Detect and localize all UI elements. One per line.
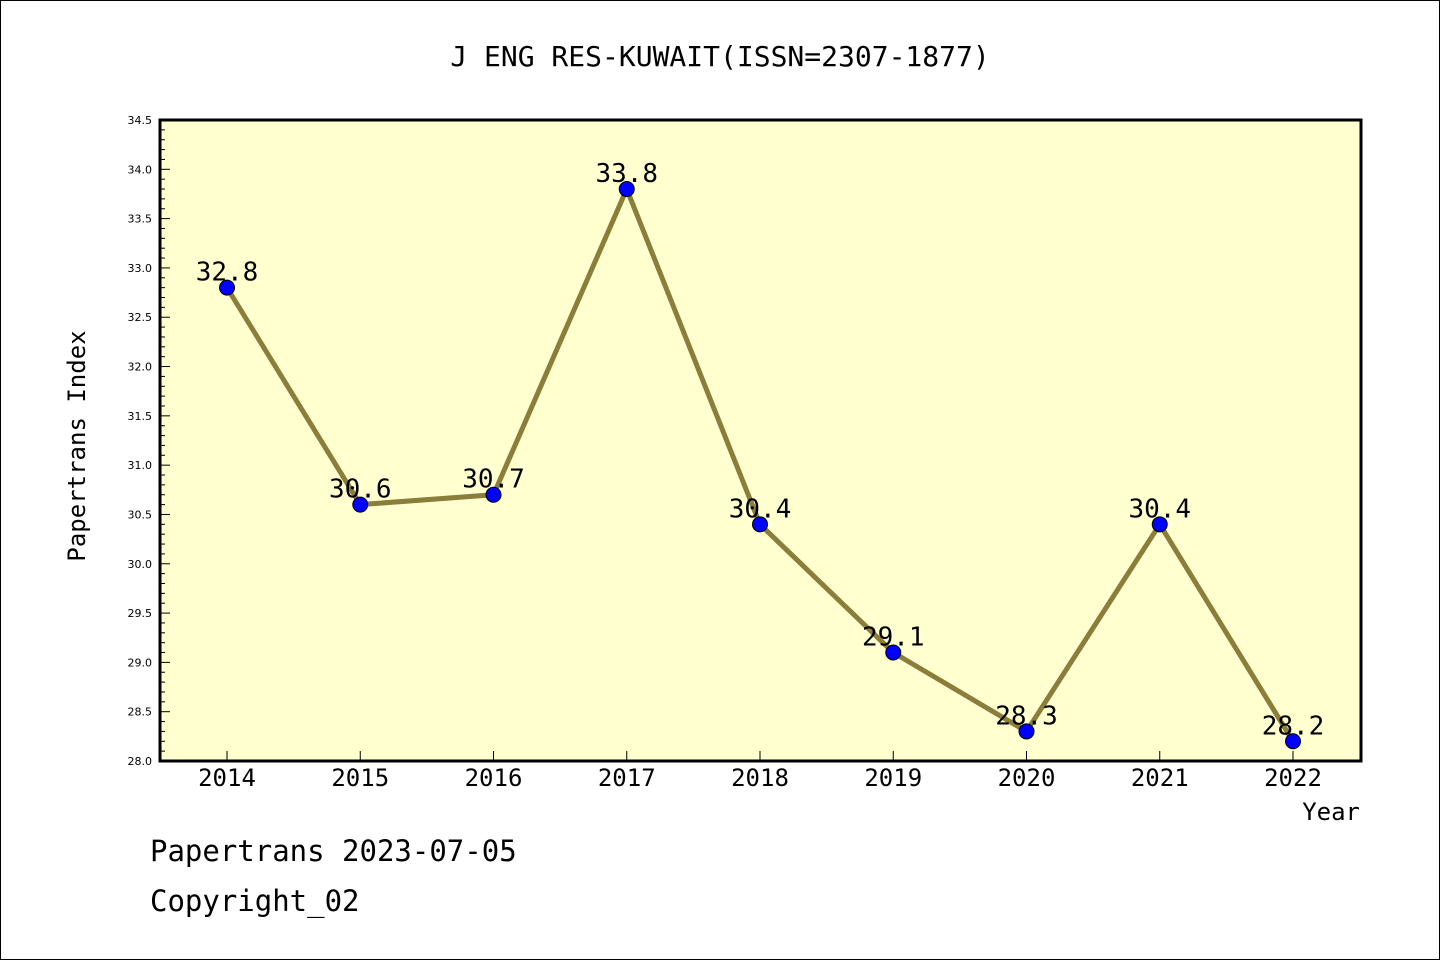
- y-tick-label: 34.5: [128, 114, 153, 127]
- y-axis: 28.0 28.5 29.0 29.5 30.0 30.5 31.0 31.5 32.0 32.5…: [128, 114, 170, 768]
- data-label: 32.8: [196, 258, 259, 288]
- x-tick-label: 2021: [1131, 764, 1189, 792]
- x-axis-label: Year: [1302, 798, 1360, 826]
- x-tick-label: 2016: [465, 764, 523, 792]
- data-label: 30.6: [329, 475, 392, 505]
- data-point: [1285, 733, 1301, 750]
- data-label: 28.2: [1262, 711, 1325, 741]
- data-point: [618, 181, 635, 198]
- y-axis-label: Papertrans Index: [63, 330, 91, 561]
- footer-copyright-text: Copyright_02: [150, 884, 360, 918]
- data-label: 30.7: [462, 465, 525, 495]
- data-label: 28.3: [995, 701, 1058, 731]
- y-tick-label: 32.0: [128, 361, 153, 374]
- y-tick-label: 31.5: [128, 410, 153, 423]
- data-label: 30.4: [1128, 494, 1191, 524]
- y-tick-label: 30.5: [128, 508, 153, 521]
- data-point: [1018, 723, 1035, 740]
- data-point: [1151, 516, 1168, 533]
- y-tick-label: 30.0: [128, 558, 153, 571]
- y-tick-label: 31.0: [128, 459, 153, 472]
- data-point: [219, 279, 235, 296]
- data-point: [485, 486, 502, 503]
- x-axis: 2014 2015 2016 2017 2018 2019 2020 2021 2022: [198, 751, 1322, 792]
- x-tick-label: 2014: [198, 764, 256, 792]
- data-label: 33.8: [595, 159, 658, 189]
- y-tick-label: 34.0: [128, 163, 153, 176]
- x-tick-label: 2015: [331, 764, 389, 792]
- y-tick-label: 33.5: [128, 213, 153, 226]
- y-tick-label: 28.0: [128, 755, 153, 768]
- data-point: [752, 516, 768, 533]
- footer-date-text: Papertrans 2023-07-05: [150, 834, 517, 868]
- y-tick-label: 28.5: [128, 706, 153, 719]
- y-tick-label: 32.5: [128, 311, 153, 324]
- data-point: [352, 496, 369, 513]
- x-tick-label: 2019: [864, 764, 922, 792]
- y-tick-label: 33.0: [128, 262, 153, 275]
- x-tick-label: 2022: [1264, 764, 1322, 792]
- x-tick-label: 2018: [731, 764, 789, 792]
- y-tick-label: 29.0: [128, 656, 153, 669]
- chart-title: J ENG RES-KUWAIT(ISSN=2307-1877): [450, 40, 989, 73]
- x-tick-label: 2020: [998, 764, 1056, 792]
- x-tick-label: 2017: [598, 764, 656, 792]
- plot-area: [158, 118, 1363, 763]
- series-layer: 32.8 30.6 30.7 33.8 30.4 29.1 28.3 30.4 28.2: [196, 159, 1325, 750]
- y-tick-label: 29.5: [128, 607, 153, 620]
- data-label: 30.4: [729, 494, 792, 524]
- data-label: 29.1: [862, 623, 925, 653]
- data-point: [885, 644, 902, 661]
